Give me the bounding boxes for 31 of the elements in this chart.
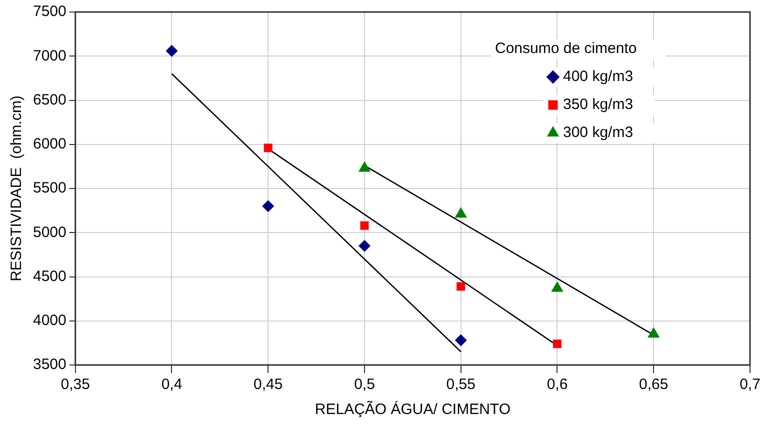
x-tick-label: 0,55 (446, 376, 476, 394)
point (358, 240, 370, 252)
y-tick-label: 6000 (32, 136, 66, 153)
point (360, 221, 369, 230)
x-tick-label: 0,45 (254, 376, 283, 394)
x-tick-label: 0,6 (546, 376, 568, 394)
y-tick-label: 5000 (32, 224, 66, 241)
y-tick-label: 4500 (32, 268, 66, 285)
point (456, 282, 466, 291)
y-tick-label: 3500 (32, 356, 66, 374)
legend-label: 350 kg/m3 (563, 96, 634, 114)
x-tick-label: 0,65 (639, 376, 668, 394)
x-tick-label: 0,35 (60, 376, 90, 394)
x-axis-title: RELAÇÃO ÁGUA/ CIMENTO (314, 400, 510, 418)
point (166, 44, 178, 57)
y-axis-title: RESISTIVIDADE (ohm.cm) (8, 96, 26, 282)
point (262, 200, 274, 212)
legend-label: 300 kg/m3 (563, 124, 634, 142)
legend-label: 400 kg/m3 (563, 68, 634, 86)
y-tick-label: 5500 (32, 180, 66, 197)
point (553, 340, 562, 348)
y-tick-label: 7500 (32, 3, 66, 20)
legend-title: Consumo de cimento (495, 40, 637, 58)
x-tick-label: 0,4 (161, 376, 182, 394)
y-tick-label: 4000 (32, 312, 66, 330)
y-tick-label: 6500 (32, 91, 66, 108)
point (454, 334, 467, 346)
y-tick-label: 7000 (32, 47, 66, 64)
x-tick-label: 0,7 (740, 376, 760, 394)
x-tick-label: 0,5 (354, 376, 375, 394)
point (264, 144, 272, 152)
